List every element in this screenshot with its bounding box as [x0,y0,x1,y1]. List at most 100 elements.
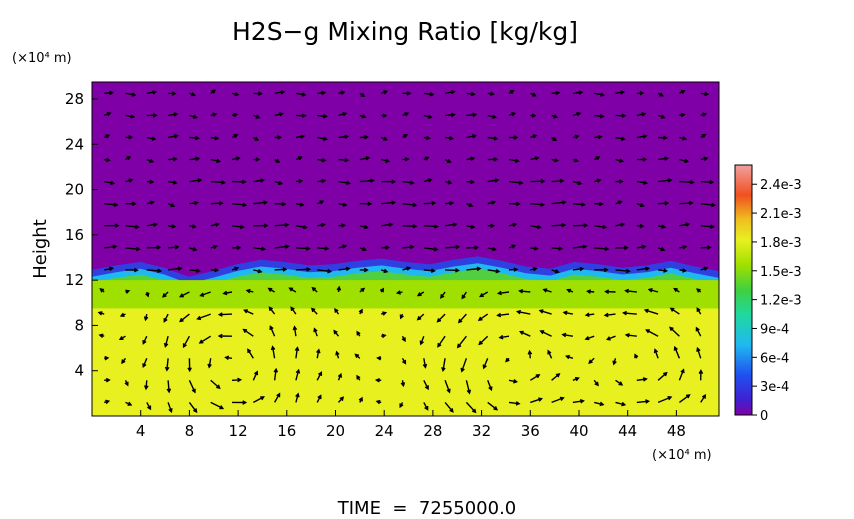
colorbar-tick-label: 6e-4 [760,351,789,366]
wind-arrow-head [105,399,111,405]
wind-arrow [210,379,221,389]
wind-arrow-head [409,244,415,250]
wind-arrow [679,202,693,205]
wind-arrow [295,347,299,359]
wind-arrow [295,225,307,229]
wind-arrow-head [163,342,169,348]
colorbar-tick-label: 2.1e-3 [760,207,802,222]
wind-arrow-head [333,329,338,335]
wind-arrow-head [170,202,176,208]
wind-arrow-head [118,335,124,341]
wind-arrow [295,247,310,250]
wind-arrow-head [696,288,701,293]
wind-arrow [636,400,649,404]
wind-arrow-head [431,200,437,206]
wind-arrow [269,326,276,337]
wind-arrow-head [127,401,133,406]
wind-arrow-head [267,287,273,292]
wind-arrow [572,91,583,94]
wind-arrow [551,247,562,250]
wind-arrow-head [385,245,391,250]
wind-arrow [210,401,224,410]
wind-arrow-head [642,157,648,162]
wind-arrow-head [455,267,460,273]
wind-arrow-head [98,333,104,339]
wind-arrow-head [703,156,709,162]
wind-arrow [317,114,327,118]
colorbar-tick-label: 2.4e-3 [760,178,802,193]
wind-arrow-head [643,180,649,185]
wind-arrow-head [553,114,559,119]
wind-arrow-head [582,244,588,249]
wind-arrow-head [673,287,678,293]
wind-arrow [317,136,327,140]
wind-arrow [210,180,225,184]
wind-arrow-head [623,245,629,251]
wind-arrow-head [518,180,524,186]
wind-arrow-head [104,355,110,361]
wind-arrow-head [577,180,583,186]
x-axis: 4 8 12 16 20 24 28 32 36 40 44 48 [136,410,686,440]
wind-arrow-head [639,202,645,208]
wind-arrow [623,312,637,315]
wind-arrow-head [382,113,388,118]
wind-arrow-head [234,91,240,97]
wind-arrow-head [403,133,409,139]
wind-arrow-head [128,134,134,140]
wind-arrow-head [479,293,484,298]
wind-arrow-head [404,157,410,162]
wind-arrow-head [446,158,452,163]
wind-arrow-head [709,179,715,185]
wind-arrow [678,394,690,403]
wind-arrow [497,313,510,317]
wind-arrow-head [416,315,422,321]
wind-arrow-head [561,200,567,205]
wind-arrow-head [242,202,248,208]
x-tick-label: 44 [618,422,637,440]
wind-arrow [442,358,446,371]
wind-arrow-head [182,343,187,349]
wind-arrow-head [703,266,709,271]
wind-arrow-head [424,156,430,161]
wind-arrow [243,329,254,337]
wind-arrow [146,246,160,249]
y-tick-label: 12 [65,271,84,289]
wind-arrow-head [412,202,418,208]
wind-arrow-head [211,89,217,94]
wind-arrow-head [427,178,433,183]
wind-arrow-head [195,135,200,141]
wind-arrow [359,157,370,161]
wind-arrow [142,358,148,367]
wind-arrow-head [680,368,685,374]
wind-arrow-head [542,288,548,293]
wind-arrow-head [470,156,476,161]
wind-arrow-head [599,113,605,119]
wind-arrow-head [105,377,111,383]
wind-arrow [168,246,179,249]
wind-arrow-head [515,309,522,315]
wind-arrow-head [667,178,673,183]
wind-arrow-head [682,136,688,141]
wind-arrow-head [424,406,429,411]
wind-arrow [457,335,467,348]
wind-arrow-head [346,180,352,186]
wind-arrow-head [195,156,201,162]
wind-arrow-head [409,180,415,185]
wind-arrow-head [172,180,178,185]
wind-arrow-head [642,134,648,139]
wind-arrow [572,224,587,227]
x-tick-label: 48 [667,422,686,440]
wind-arrow-head [187,367,192,373]
wind-arrow-head [342,244,348,249]
wind-arrow-head [555,90,561,96]
wind-arrow-head [391,200,397,205]
wind-arrow-head [310,307,316,313]
wind-arrow-head [450,112,456,118]
wind-arrow-head [191,92,197,97]
x-tick-label: 4 [136,422,146,440]
wind-arrow [104,203,118,206]
wind-arrow-head [257,91,263,96]
wind-arrow-head [149,200,155,205]
wind-arrow-head [554,269,560,274]
wind-arrow-head [280,89,286,95]
